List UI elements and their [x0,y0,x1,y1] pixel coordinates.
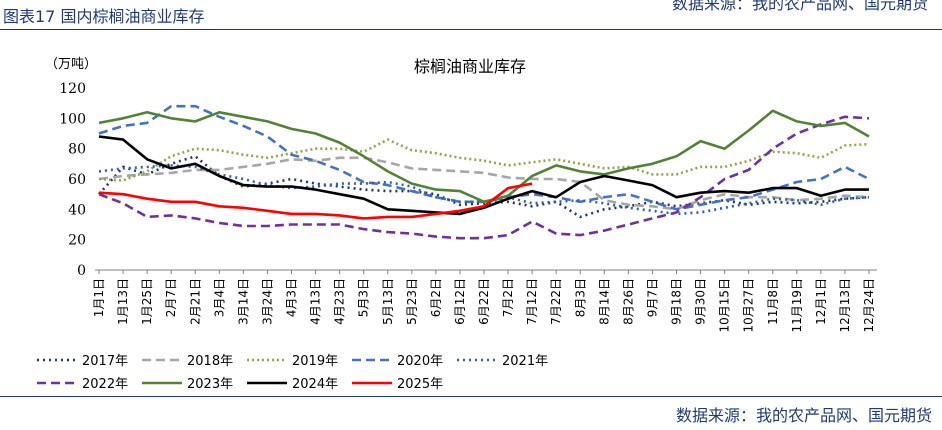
figure-caption: 图表17 国内棕榈油商业库存 [3,7,205,26]
x-tick-label: 5月13日 [381,278,395,325]
x-tick-label: 10月27日 [742,278,756,333]
x-tick-label: 8月14日 [597,278,611,325]
series-line-2019 [98,138,870,182]
footer-divider [0,396,942,397]
series-line-2017 [98,155,870,219]
x-tick-label: 9月7日 [645,278,659,317]
x-tick-label: 9月18日 [670,278,684,325]
series-line-2018 [98,156,870,211]
y-tick-label: 40 [68,202,86,218]
y-tick-label: 80 [68,142,86,158]
x-tick-label: 12月24日 [862,278,876,333]
chart-title: 棕榈油商业库存 [414,57,526,76]
legend: 2017年 2018年 2019年 2020年 2021年 2022年 2023年 2024年… [37,354,548,392]
y-axis: 0 20 40 60 80 100 120 [59,81,86,279]
x-tick-label: 5月3日 [357,278,371,317]
x-tick-label: 5月23日 [405,278,419,325]
legend-label-2018: 2018年 [187,354,233,369]
x-tick-label: 1月25日 [140,278,154,325]
x-tick-label: 2月7日 [164,278,178,317]
x-axis: 1月1日 1月13日 1月25日 2月7日 2月21日 3月4日 3月14日 3月24日 4月3… [92,269,877,333]
y-tick-label: 20 [68,233,86,249]
x-tick-label: 8月26日 [621,278,635,325]
x-tick-label: 11月19日 [790,278,804,333]
x-tick-label: 4月3日 [285,278,299,317]
legend-label-2019: 2019年 [292,354,338,369]
y-tick-label: 120 [59,81,86,97]
legend-label-2017: 2017年 [82,354,128,369]
series-line-2023 [98,109,870,204]
y-axis-unit-label: （万吨） [45,57,97,72]
top-source-note: 数据来源：我的农产品网、国元期货 [671,0,928,13]
x-tick-label: 3月14日 [236,278,250,325]
x-tick-label: 1月13日 [116,278,130,325]
x-tick-label: 6月12日 [453,278,467,325]
x-tick-label: 6月2日 [429,278,443,317]
x-tick-label: 8月3日 [573,278,587,317]
x-tick-label: 7月2日 [501,278,515,317]
legend-label-2020: 2020年 [397,354,443,369]
x-tick-label: 12月13日 [838,278,852,333]
x-tick-label: 9月30日 [694,278,708,325]
y-tick-label: 0 [77,263,86,279]
series-line-2025 [98,182,533,220]
x-tick-label: 10月15日 [718,278,732,333]
source-note: 数据来源：我的农产品网、国元期货 [675,406,932,425]
x-tick-label: 4月13日 [309,278,323,325]
x-tick-label: 12月1日 [814,278,828,325]
legend-label-2023: 2023年 [187,377,233,392]
series-line-2024 [98,135,869,216]
legend-label-2024: 2024年 [292,377,338,392]
x-tick-label: 11月8日 [766,278,780,325]
legend-label-2022: 2022年 [82,377,128,392]
x-tick-label: 7月12日 [525,278,539,325]
series-line-2022 [98,115,870,240]
series-lines [98,104,870,240]
header-divider [0,29,942,30]
x-tick-label: 7月22日 [549,278,563,325]
x-tick-label: 1月1日 [92,278,106,317]
y-tick-label: 100 [59,111,86,127]
legend-label-2025: 2025年 [397,377,443,392]
x-tick-label: 6月22日 [477,278,491,325]
y-tick-label: 60 [68,172,86,188]
x-tick-label: 3月4日 [212,278,226,317]
x-tick-label: 3月24日 [260,278,274,325]
x-tick-label: 4月23日 [333,278,347,325]
x-tick-label: 2月21日 [188,278,202,325]
series-line-2020 [98,104,870,211]
legend-label-2021: 2021年 [502,354,548,369]
